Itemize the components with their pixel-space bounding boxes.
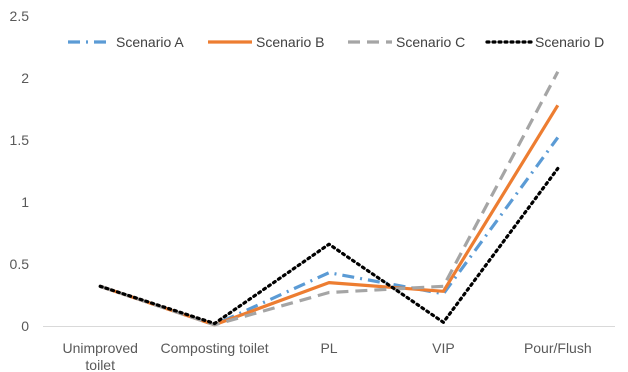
legend: Scenario A Scenario B Scenario C Scenario D [68,34,604,50]
legend-item: Scenario A [68,34,184,50]
x-tick-label: PL [320,340,337,356]
y-tick-label: 2.5 [10,8,30,24]
axes: 0 0.5 1 1.5 2 2.5 Unimproved toilet Composting t… [10,8,615,372]
legend-label: Scenario D [535,34,604,50]
y-tick-label: 1.5 [10,132,30,148]
series-line-scenario-a [99,136,560,327]
x-tick-label: Composting toilet [161,340,269,356]
x-tick-label: Unimproved toilet [62,340,137,372]
legend-label: Scenario C [396,34,465,50]
y-tick-label: 0.5 [10,256,30,272]
x-tick-label: VIP [432,340,455,356]
x-tick-label: Pour/Flush [524,340,592,356]
y-tick-label: 2 [21,70,29,86]
series-line-scenario-d [98,166,560,326]
y-tick-label: 1 [21,194,29,210]
legend-item: Scenario C [348,34,465,50]
series-lines [98,71,560,327]
series-line-scenario-c [99,71,560,327]
legend-item: Scenario B [208,34,324,50]
y-tick-label: 0 [21,318,29,334]
legend-label: Scenario A [116,34,184,50]
legend-label: Scenario B [256,34,324,50]
legend-item: Scenario D [485,34,604,50]
